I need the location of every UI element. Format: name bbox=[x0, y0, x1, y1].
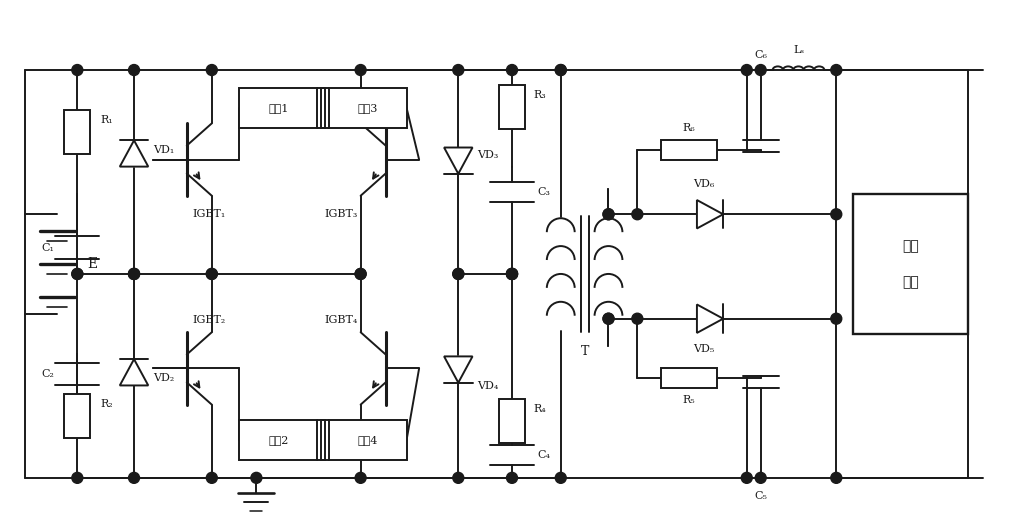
Circle shape bbox=[603, 209, 614, 220]
Text: 驱动2: 驱动2 bbox=[268, 435, 289, 445]
Circle shape bbox=[128, 268, 140, 279]
Circle shape bbox=[207, 64, 217, 75]
Bar bbox=[65, 394, 90, 438]
Circle shape bbox=[831, 64, 842, 75]
Bar bbox=[329, 420, 406, 460]
Circle shape bbox=[603, 313, 614, 324]
Text: 驱动1: 驱动1 bbox=[268, 103, 289, 113]
Text: IGBT₄: IGBT₄ bbox=[324, 315, 358, 325]
Circle shape bbox=[507, 268, 517, 279]
Bar bbox=[499, 399, 525, 443]
Text: C₁: C₁ bbox=[41, 243, 53, 253]
Circle shape bbox=[207, 268, 217, 279]
Text: VD₄: VD₄ bbox=[477, 381, 499, 391]
Text: R₁: R₁ bbox=[101, 115, 113, 125]
Circle shape bbox=[72, 268, 83, 279]
Circle shape bbox=[355, 64, 366, 75]
Bar bbox=[65, 111, 90, 154]
Text: C₂: C₂ bbox=[41, 369, 53, 379]
Text: R₆: R₆ bbox=[683, 123, 696, 133]
Circle shape bbox=[632, 209, 642, 220]
Circle shape bbox=[507, 472, 517, 483]
Circle shape bbox=[128, 472, 140, 483]
Circle shape bbox=[128, 268, 140, 279]
Text: IGBT₂: IGBT₂ bbox=[192, 315, 225, 325]
Text: R₃: R₃ bbox=[534, 90, 546, 100]
Text: R₄: R₄ bbox=[534, 404, 546, 414]
Text: Lₛ: Lₛ bbox=[793, 45, 804, 55]
Circle shape bbox=[831, 472, 842, 483]
Circle shape bbox=[452, 268, 464, 279]
Circle shape bbox=[555, 472, 566, 483]
Text: VD₂: VD₂ bbox=[153, 374, 175, 384]
Circle shape bbox=[355, 268, 366, 279]
Circle shape bbox=[355, 472, 366, 483]
Circle shape bbox=[251, 472, 262, 483]
Circle shape bbox=[507, 64, 517, 75]
Text: 负载: 负载 bbox=[902, 275, 919, 289]
Circle shape bbox=[603, 209, 614, 220]
Bar bbox=[499, 85, 525, 129]
Circle shape bbox=[831, 209, 842, 220]
Text: C₄: C₄ bbox=[538, 450, 550, 460]
Text: VD₃: VD₃ bbox=[477, 149, 499, 160]
Text: VD₆: VD₆ bbox=[693, 179, 714, 189]
Bar bbox=[329, 88, 406, 128]
Circle shape bbox=[756, 472, 766, 483]
Bar bbox=[853, 194, 967, 334]
Circle shape bbox=[507, 268, 517, 279]
Circle shape bbox=[452, 64, 464, 75]
Circle shape bbox=[72, 472, 83, 483]
Circle shape bbox=[72, 268, 83, 279]
Text: VD₁: VD₁ bbox=[153, 145, 175, 155]
Circle shape bbox=[128, 268, 140, 279]
Text: VD₅: VD₅ bbox=[693, 344, 714, 354]
Bar bbox=[661, 140, 717, 159]
Circle shape bbox=[831, 313, 842, 324]
Text: R₅: R₅ bbox=[683, 395, 695, 405]
Text: C₃: C₃ bbox=[538, 188, 550, 198]
Circle shape bbox=[128, 64, 140, 75]
Circle shape bbox=[555, 64, 566, 75]
Circle shape bbox=[741, 64, 752, 75]
Circle shape bbox=[756, 64, 766, 75]
Circle shape bbox=[207, 472, 217, 483]
Text: 驱动4: 驱动4 bbox=[358, 435, 378, 445]
Circle shape bbox=[452, 268, 464, 279]
Text: C₆: C₆ bbox=[755, 50, 767, 60]
Circle shape bbox=[507, 268, 517, 279]
Text: IGBT₁: IGBT₁ bbox=[192, 209, 225, 219]
Text: 驱动3: 驱动3 bbox=[358, 103, 378, 113]
Text: IGBT₃: IGBT₃ bbox=[324, 209, 358, 219]
Circle shape bbox=[452, 472, 464, 483]
Text: C₅: C₅ bbox=[755, 491, 767, 501]
Circle shape bbox=[555, 64, 566, 75]
Circle shape bbox=[355, 268, 366, 279]
Bar bbox=[661, 368, 717, 388]
Text: E: E bbox=[87, 257, 98, 271]
Circle shape bbox=[632, 313, 642, 324]
Bar bbox=[240, 88, 317, 128]
Circle shape bbox=[507, 268, 517, 279]
Text: T: T bbox=[581, 345, 589, 358]
Circle shape bbox=[603, 313, 614, 324]
Circle shape bbox=[207, 268, 217, 279]
Circle shape bbox=[741, 472, 752, 483]
Text: R₂: R₂ bbox=[101, 399, 113, 409]
Text: 电弧: 电弧 bbox=[902, 239, 919, 253]
Bar bbox=[240, 420, 317, 460]
Circle shape bbox=[72, 64, 83, 75]
